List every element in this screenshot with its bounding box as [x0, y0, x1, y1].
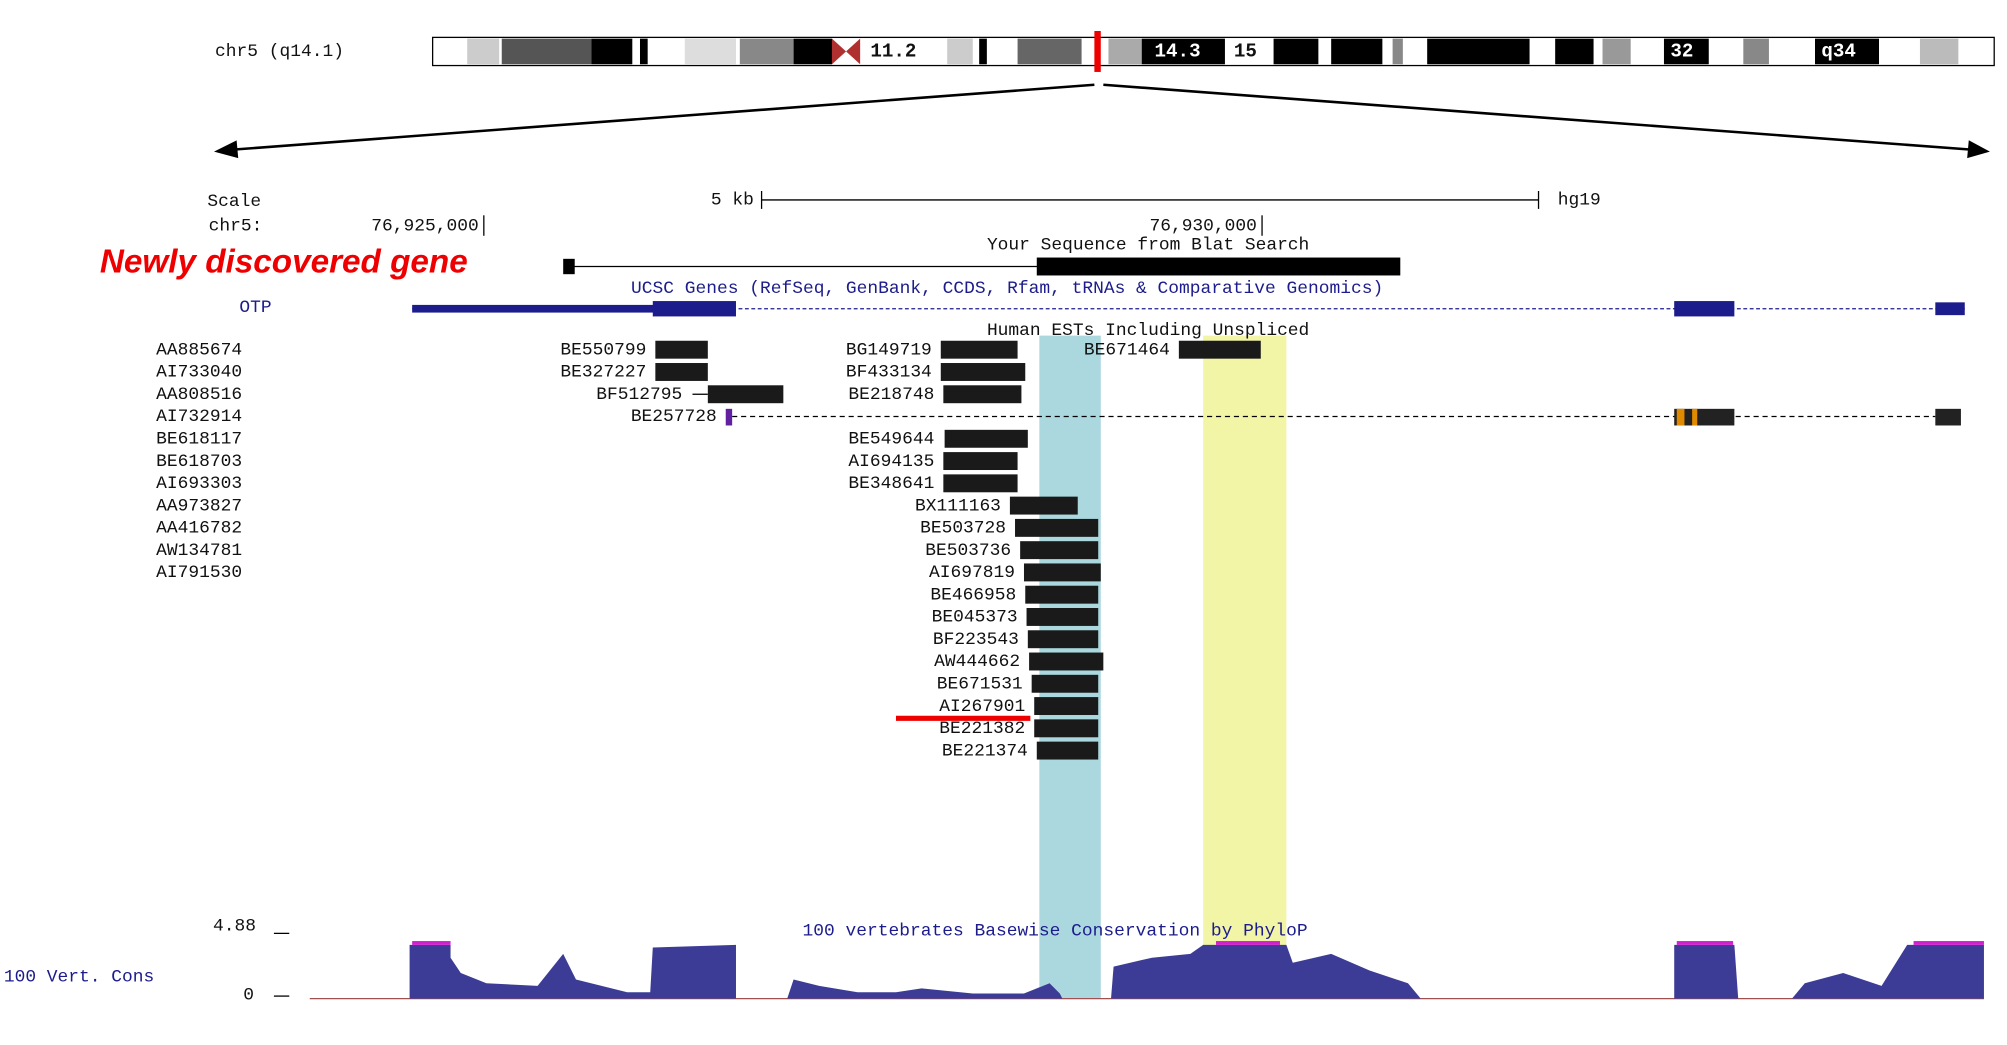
scale-label: Scale [207, 192, 261, 212]
est-block [1034, 697, 1099, 716]
track-title: Human ESTs Including Unspliced [987, 321, 1309, 341]
est-label: BF223543 [933, 630, 1019, 650]
est-block [725, 408, 733, 426]
est-block [1029, 652, 1104, 671]
est-name: BE618703 [156, 452, 242, 472]
est-label: BE671531 [937, 675, 1023, 695]
est-block [1015, 518, 1099, 537]
position-label: 76,925,000 [371, 216, 478, 236]
est-name: AI733040 [156, 363, 242, 383]
est-label: BE503728 [920, 519, 1006, 539]
ideogram [431, 30, 1995, 72]
chrom-label: chr5 (q14.1) [215, 42, 344, 62]
gene-label: OTP [239, 298, 271, 318]
est-block [1034, 719, 1099, 738]
band-label: q34 [1821, 41, 1856, 63]
est-block [655, 340, 708, 359]
band-label: 11.2 [870, 41, 916, 63]
est-label: BG149719 [846, 340, 932, 360]
blat-hit [563, 257, 1401, 276]
est-name: AW134781 [156, 541, 242, 561]
est-exon-mark [1692, 408, 1698, 426]
est-label: BE045373 [932, 608, 1018, 628]
highlight [1203, 335, 1287, 999]
est-label: BE257728 [631, 407, 717, 427]
est-block [1027, 630, 1099, 649]
est-name: AA808516 [156, 385, 242, 405]
track-title: UCSC Genes (RefSeq, GenBank, CCDS, Rfam,… [631, 279, 1383, 299]
est-block [940, 363, 1026, 381]
track-title: Your Sequence from Blat Search [987, 235, 1309, 255]
track-title: 100 vertebrates Basewise Conservation by… [803, 922, 1308, 942]
zoom-arrows [214, 83, 1990, 159]
est-block [707, 385, 784, 404]
position-label: 76,930,000 [1149, 216, 1256, 236]
est-exon [1935, 408, 1961, 426]
band-label: 32 [1670, 41, 1693, 63]
est-label: BE221382 [939, 719, 1025, 739]
est-label: BX111163 [915, 496, 1001, 516]
est-label: BE671464 [1084, 340, 1170, 360]
est-block [1036, 741, 1099, 760]
est-block [940, 340, 1018, 359]
axis-label: 0 [243, 986, 254, 1006]
est-name: AA416782 [156, 519, 242, 539]
axis-label: 4.88 [213, 916, 256, 936]
band-label: 15 [1234, 41, 1257, 63]
est-exon [1674, 408, 1735, 426]
est-label: BE466958 [930, 585, 1016, 605]
assembly: hg19 [1558, 191, 1601, 211]
est-block [943, 452, 1018, 471]
est-name: AI732914 [156, 407, 242, 427]
gene-model [412, 301, 1965, 317]
est-label: BE549644 [848, 430, 934, 450]
est-block [1023, 563, 1101, 582]
est-label: BE218748 [848, 385, 934, 405]
conservation-plot [309, 941, 1984, 1000]
est-block [1009, 496, 1078, 515]
est-block [1031, 674, 1099, 693]
est-label: BE503736 [925, 541, 1011, 561]
est-label: AI697819 [929, 563, 1015, 583]
est-exon-mark [1676, 408, 1685, 426]
est-name: BE618117 [156, 430, 242, 450]
est-label: BE550799 [560, 340, 646, 360]
est-block [655, 363, 708, 381]
scale-bar [760, 190, 1540, 209]
est-label: AW444662 [934, 652, 1020, 672]
est-label: BF512795 [596, 385, 682, 405]
est-block [943, 385, 1022, 404]
band-label: 14.3 [1155, 41, 1201, 63]
scale-size: 5 kb [711, 191, 754, 211]
est-name: AA885674 [156, 340, 242, 360]
est-block [944, 429, 1028, 448]
est-label: BE327227 [560, 363, 646, 383]
est-name: AI791530 [156, 563, 242, 583]
est-name: AI693303 [156, 474, 242, 494]
est-block [943, 474, 1018, 493]
est-label: AI694135 [848, 452, 934, 472]
track-label: 100 Vert. Cons [4, 968, 154, 988]
est-label: BE221374 [942, 741, 1028, 761]
est-label: AI267901 [939, 697, 1025, 717]
est-label: BF433134 [846, 363, 932, 383]
est-block [1020, 541, 1099, 560]
est-name: AA973827 [156, 496, 242, 516]
annotation: Newly discovered gene [100, 244, 468, 281]
chrom-coord-label: chr5: [209, 216, 263, 236]
est-block [1026, 608, 1099, 626]
est-label: BE348641 [848, 474, 934, 494]
est-block [1178, 340, 1261, 359]
est-block [1025, 585, 1099, 604]
